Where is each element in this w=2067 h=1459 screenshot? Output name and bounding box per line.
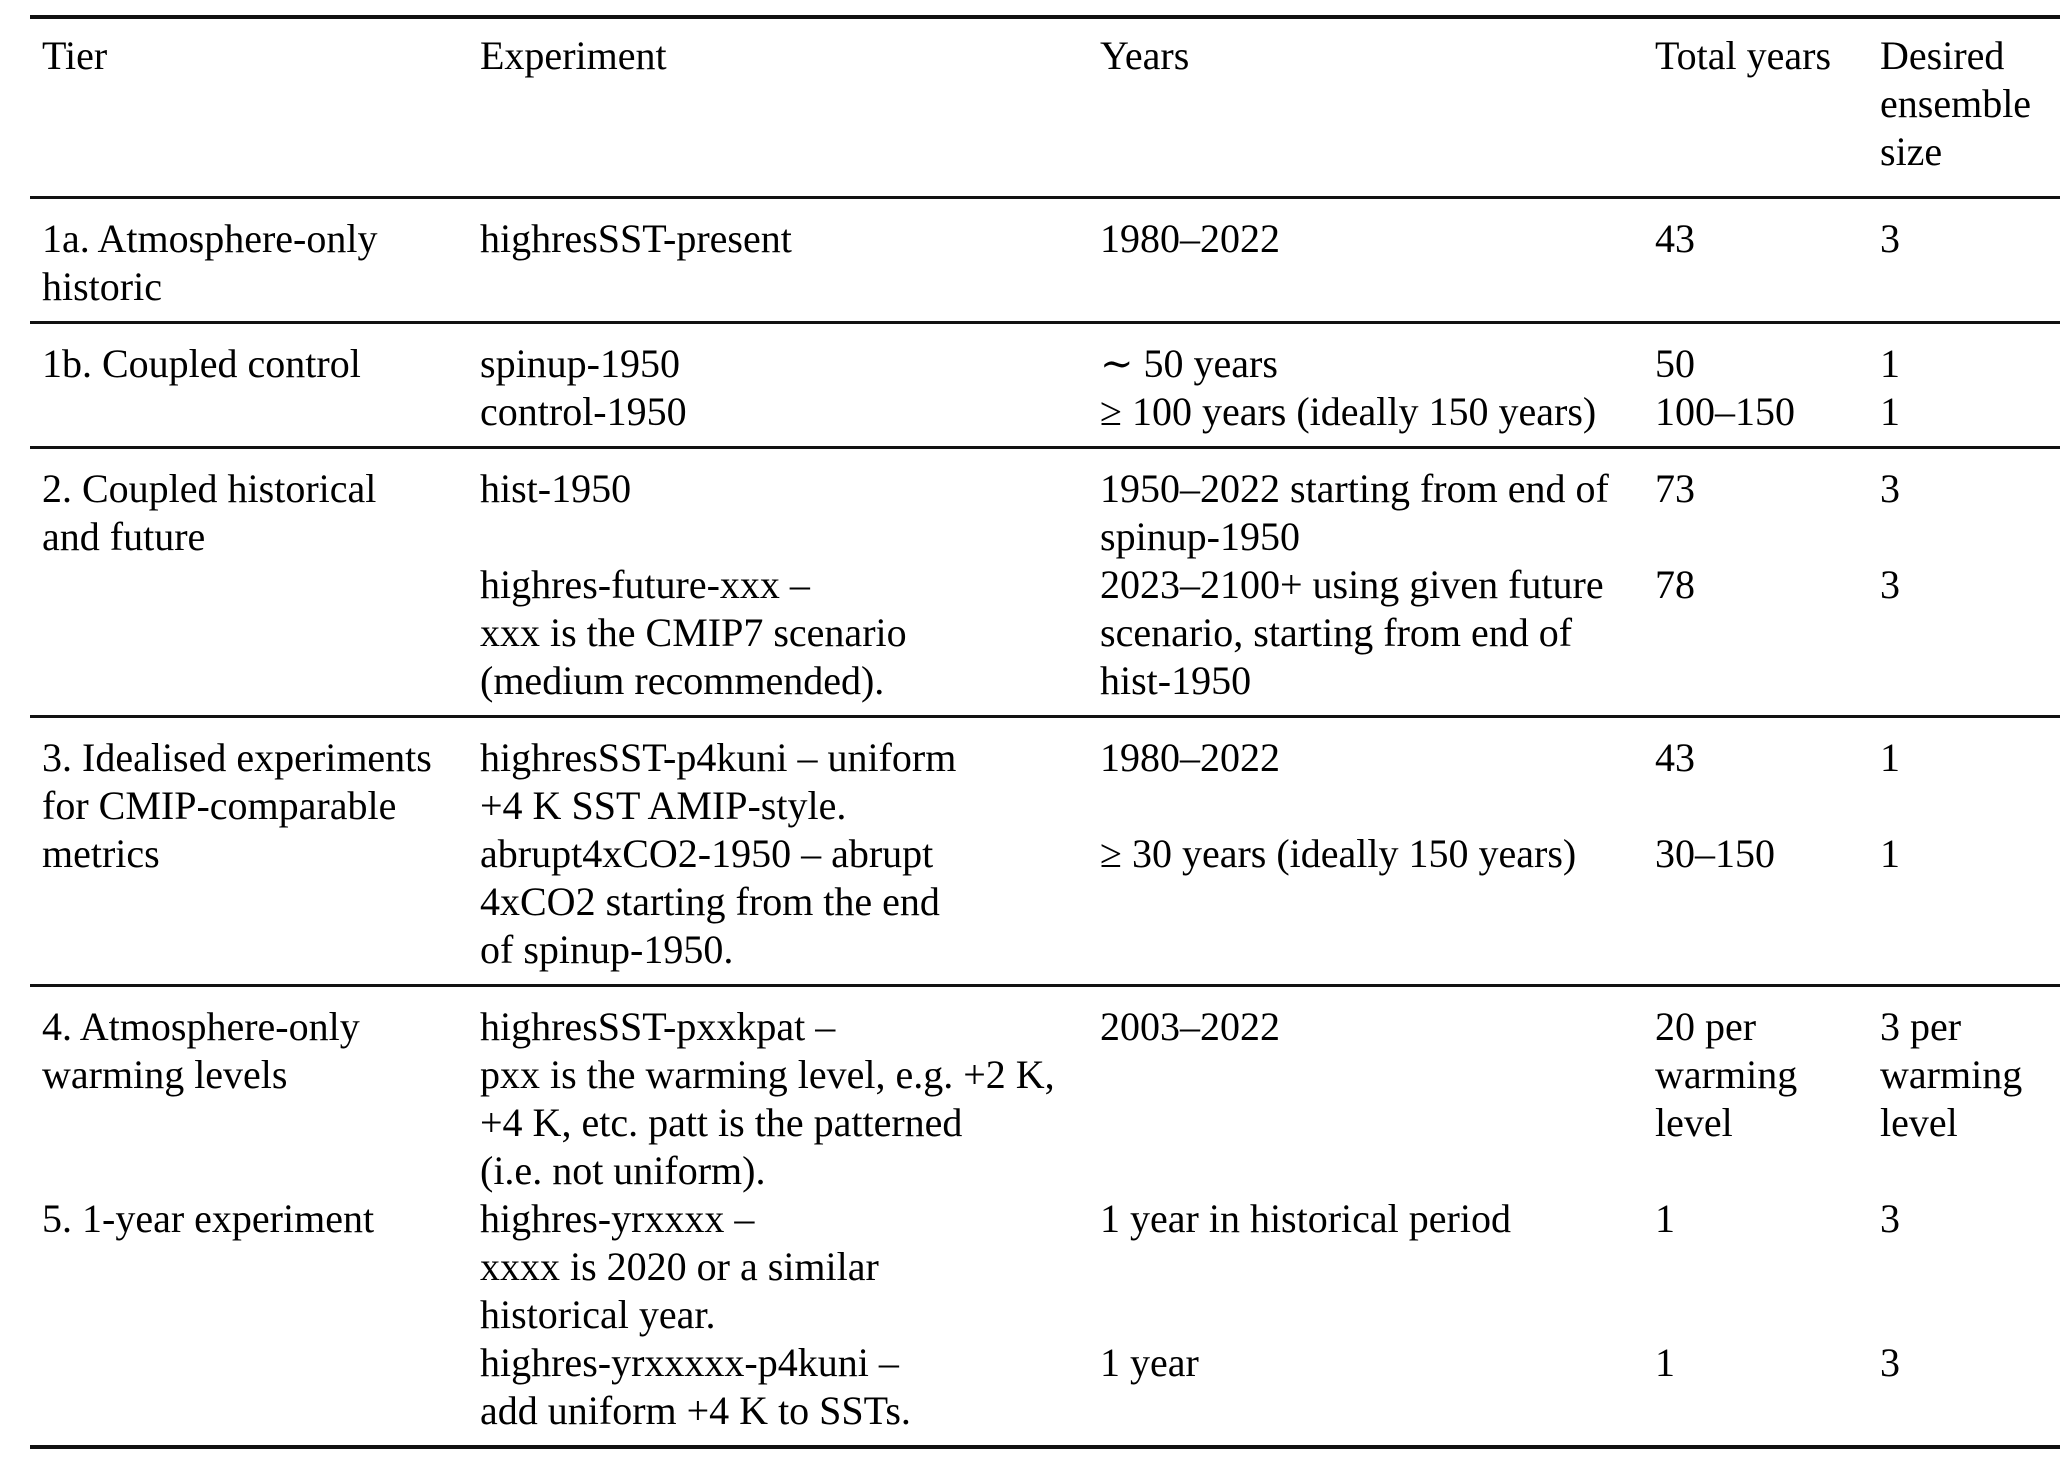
- experiment-row: highresSST-present 1980–2022 43 3: [480, 215, 2060, 263]
- col-header-ensemble-size: Desired ensemble size: [1880, 33, 2032, 174]
- table-row: 4. Atmosphere-only warming levels highre…: [30, 1003, 2060, 1195]
- experiment-cell: abrupt4xCO2-1950 – abrupt 4xCO2 starting…: [480, 831, 940, 972]
- experiment-cell: highres-future-xxx – xxx is the CMIP7 sc…: [480, 562, 907, 703]
- experiment-row: highresSST-pxxkpat – pxx is the warming …: [480, 1003, 2060, 1195]
- table-section-3: 3. Idealised experiments for CMIP-compar…: [30, 715, 2060, 984]
- experiment-cell: highresSST-present: [480, 216, 792, 261]
- experiment-row: highres-yrxxxx – xxxx is 2020 or a simil…: [480, 1195, 2060, 1339]
- experiment-row: highres-yrxxxxx-p4kuni – add uniform +4 …: [480, 1339, 2060, 1435]
- years-cell: 1 year in historical period: [1100, 1196, 1511, 1241]
- years-cell: 2023–2100+ using given future scenario, …: [1100, 562, 1604, 703]
- tier-cell: 4. Atmosphere-only warming levels: [42, 1004, 360, 1097]
- ensemble-cell: 1: [1880, 831, 1900, 876]
- experiment-cell: highresSST-p4kuni – uniform +4 K SST AMI…: [480, 735, 957, 828]
- experiment-row: highres-future-xxx – xxx is the CMIP7 sc…: [480, 561, 2060, 705]
- total-years-cell: 78: [1655, 562, 1695, 607]
- ensemble-cell: 3 per warming level: [1880, 1004, 2023, 1145]
- table-row: 1b. Coupled control spinup-1950 ∼ 50 yea…: [30, 340, 2060, 436]
- experiment-row: abrupt4xCO2-1950 – abrupt 4xCO2 starting…: [480, 830, 2060, 974]
- total-years-cell: 20 per warming level: [1655, 1004, 1798, 1145]
- years-cell: 1980–2022: [1100, 735, 1280, 780]
- table-row: 2. Coupled historical and future hist-19…: [30, 465, 2060, 705]
- experiment-row: highresSST-p4kuni – uniform +4 K SST AMI…: [480, 734, 2060, 830]
- col-header-years: Years: [1100, 33, 1190, 78]
- total-years-cell: 1: [1655, 1196, 1675, 1241]
- experiment-cell: highresSST-pxxkpat – pxx is the warming …: [480, 1004, 1055, 1193]
- years-cell: ≥ 100 years (ideally 150 years): [1100, 389, 1597, 434]
- experiment-cell: control-1950: [480, 389, 687, 434]
- table-row: 1a. Atmosphere-only historic highresSST-…: [30, 215, 2060, 311]
- tier-cell: 1b. Coupled control: [42, 341, 361, 386]
- col-header-experiment: Experiment: [480, 33, 667, 78]
- years-cell: ∼ 50 years: [1100, 341, 1278, 386]
- experiment-cell: spinup-1950: [480, 341, 680, 386]
- years-cell: 1950–2022 starting from end of spinup-19…: [1100, 466, 1609, 559]
- ensemble-cell: 1: [1880, 341, 1900, 386]
- experiment-cell: highres-yrxxxxx-p4kuni – add uniform +4 …: [480, 1340, 911, 1433]
- years-cell: 2003–2022: [1100, 1004, 1280, 1049]
- experiment-cell: hist-1950: [480, 466, 632, 511]
- table-row: 5. 1-year experiment highres-yrxxxx – xx…: [30, 1195, 2060, 1435]
- ensemble-cell: 3: [1880, 562, 1900, 607]
- table-section-1b: 1b. Coupled control spinup-1950 ∼ 50 yea…: [30, 321, 2060, 446]
- total-years-cell: 30–150: [1655, 831, 1775, 876]
- col-header-tier: Tier: [42, 33, 108, 78]
- experiment-row: control-1950 ≥ 100 years (ideally 150 ye…: [480, 388, 2060, 436]
- total-years-cell: 73: [1655, 466, 1695, 511]
- experiment-cell: highres-yrxxxx – xxxx is 2020 or a simil…: [480, 1196, 879, 1337]
- ensemble-cell: 3: [1880, 1196, 1900, 1241]
- table-row: 3. Idealised experiments for CMIP-compar…: [30, 734, 2060, 974]
- years-cell: 1 year: [1100, 1340, 1199, 1385]
- tier-cell: 2. Coupled historical and future: [42, 466, 377, 559]
- years-cell: 1980–2022: [1100, 216, 1280, 261]
- total-years-cell: 1: [1655, 1340, 1675, 1385]
- experiment-tier-table: Tier Experiment Years Total years Desire…: [30, 15, 2060, 1449]
- total-years-cell: 50: [1655, 341, 1695, 386]
- tier-cell: 5. 1-year experiment: [42, 1196, 375, 1241]
- years-cell: ≥ 30 years (ideally 150 years): [1100, 831, 1577, 876]
- tier-cell: 3. Idealised experiments for CMIP-compar…: [42, 735, 432, 876]
- ensemble-cell: 3: [1880, 1340, 1900, 1385]
- table-section-2: 2. Coupled historical and future hist-19…: [30, 446, 2060, 715]
- ensemble-cell: 3: [1880, 216, 1900, 261]
- experiment-row: hist-1950 1950–2022 starting from end of…: [480, 465, 2060, 561]
- total-years-cell: 100–150: [1655, 389, 1795, 434]
- experiment-row: spinup-1950 ∼ 50 years 50 1: [480, 340, 2060, 388]
- ensemble-cell: 3: [1880, 466, 1900, 511]
- total-years-cell: 43: [1655, 735, 1695, 780]
- ensemble-cell: 1: [1880, 735, 1900, 780]
- total-years-cell: 43: [1655, 216, 1695, 261]
- tier-cell: 1a. Atmosphere-only historic: [42, 216, 378, 309]
- table-section-1a: 1a. Atmosphere-only historic highresSST-…: [30, 196, 2060, 321]
- table-section-4-5: 4. Atmosphere-only warming levels highre…: [30, 984, 2060, 1445]
- table-header-row: Tier Experiment Years Total years Desire…: [30, 19, 2060, 196]
- col-header-total-years: Total years: [1655, 33, 1832, 78]
- ensemble-cell: 1: [1880, 389, 1900, 434]
